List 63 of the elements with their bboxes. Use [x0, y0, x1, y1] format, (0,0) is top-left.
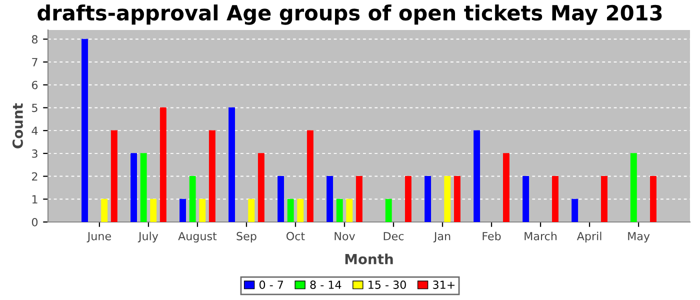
bar — [306, 130, 314, 222]
bar — [336, 198, 343, 222]
bar — [140, 153, 147, 222]
bar — [278, 176, 284, 222]
y-tick-label: 4 — [32, 126, 38, 135]
bar — [454, 176, 460, 222]
bar — [208, 130, 216, 222]
y-tick-label: 3 — [32, 149, 38, 158]
bar — [650, 176, 656, 222]
chart-title: drafts-approval Age groups of open tickets May 2013 — [38, 4, 662, 25]
bar — [424, 176, 432, 222]
y-tick-label: 0 — [32, 218, 38, 226]
bar — [180, 198, 186, 222]
legend-label: 8 - 14 — [310, 280, 342, 289]
y-tick-label: 6 — [32, 80, 38, 90]
x-tick-label: Oct — [286, 232, 305, 240]
y-axis-title: Count — [12, 103, 23, 148]
legend-label: 15 - 30 — [368, 280, 406, 289]
bar — [601, 176, 608, 222]
bar — [82, 38, 88, 222]
bar — [326, 176, 334, 222]
y-tick-label: 2 — [32, 172, 38, 181]
bar — [287, 198, 294, 222]
bar — [130, 153, 137, 222]
bar — [630, 153, 637, 222]
y-tick-label: 1 — [32, 195, 38, 204]
bar — [356, 176, 362, 222]
legend-label: 0 - 7 — [259, 280, 284, 289]
x-tick-label: August — [178, 232, 217, 242]
bar — [110, 130, 118, 222]
x-tick-label: Dec — [384, 232, 404, 240]
bar — [160, 107, 166, 222]
bar — [101, 198, 108, 222]
bar — [199, 198, 206, 222]
bar — [444, 176, 451, 222]
x-tick-label: May — [628, 232, 650, 242]
bar — [503, 153, 510, 222]
legend-label: 31+ — [433, 280, 455, 289]
bar — [385, 198, 392, 222]
bar — [474, 130, 480, 222]
x-tick-label: April — [576, 232, 602, 242]
x-tick-label: Feb — [482, 232, 501, 240]
y-tick-label: 8 — [32, 35, 38, 44]
bar — [552, 176, 558, 222]
x-tick-label: July — [138, 232, 158, 242]
bar — [297, 198, 304, 222]
x-tick-label: Nov — [334, 232, 356, 240]
x-tick-label: March — [524, 232, 557, 240]
bar — [522, 176, 530, 222]
bar — [346, 198, 353, 222]
y-tick-label: 5 — [32, 104, 38, 112]
bar — [248, 198, 255, 222]
bar — [258, 153, 264, 222]
x-tick-label: June — [86, 232, 111, 242]
bar — [150, 198, 157, 222]
bar — [228, 107, 235, 222]
x-tick-label: Sep — [236, 232, 256, 242]
x-axis-title: Month — [345, 254, 393, 264]
x-tick-label: Jan — [433, 232, 450, 242]
y-tick-label: 7 — [32, 58, 38, 66]
bar — [572, 198, 578, 222]
bar — [404, 176, 412, 222]
bar — [189, 176, 196, 222]
